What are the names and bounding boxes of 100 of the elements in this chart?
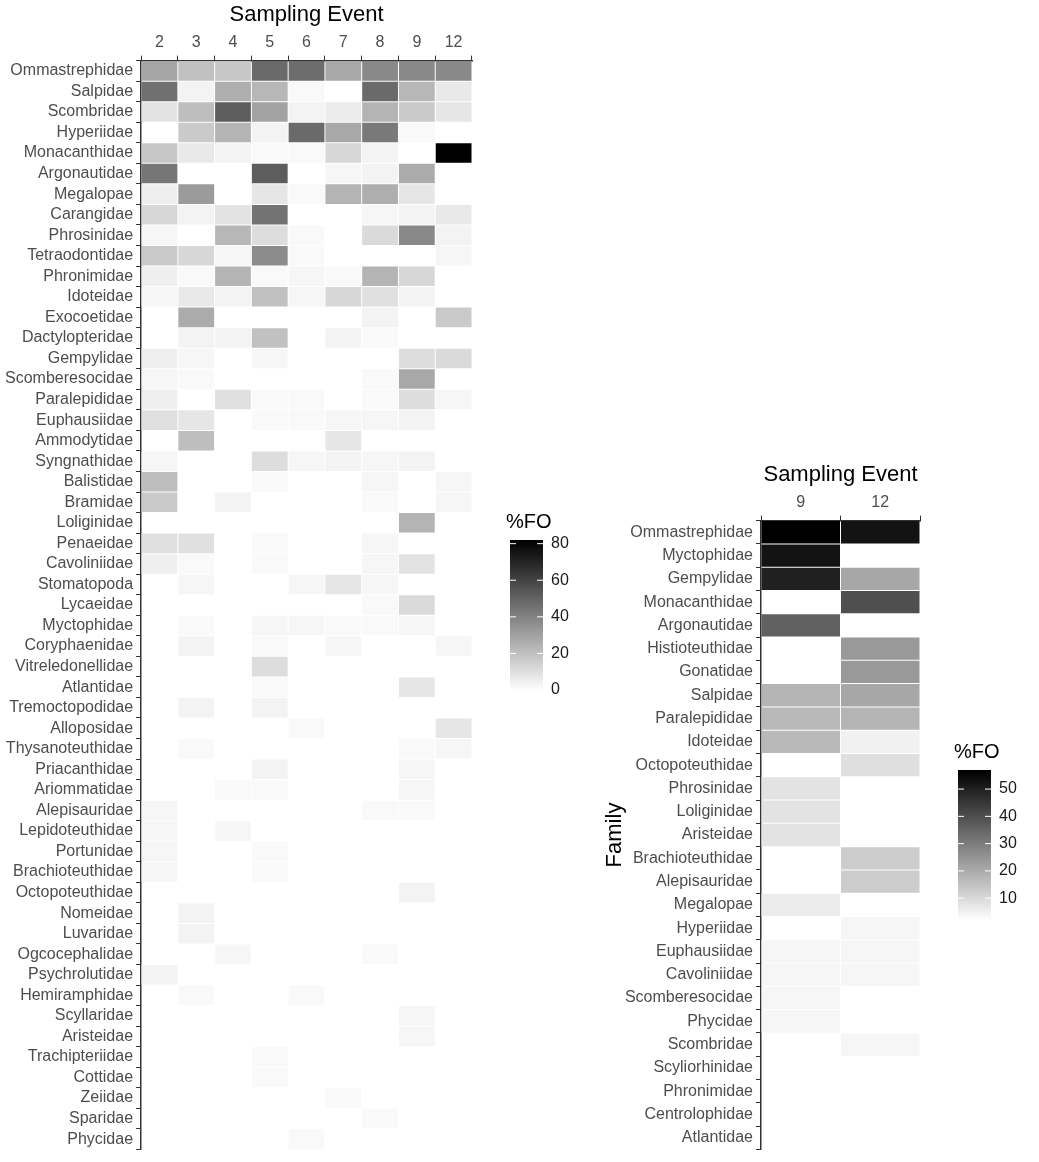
y-tick-label: Penaeidae — [56, 533, 134, 551]
y-tick-label: Luvaridae — [62, 924, 134, 942]
y-tick-label: Idoteidae — [687, 732, 754, 750]
y-tick-label: Histioteuthidae — [647, 639, 754, 657]
y-tick-label: Tetraodontidae — [27, 246, 134, 264]
y-tick-label: Alepisauridae — [656, 871, 754, 889]
y-tick-label: Phycidae — [687, 1011, 754, 1029]
y-tick-label: Cavoliniidae — [665, 965, 754, 983]
y-tick-label: Portunidae — [55, 841, 134, 859]
color-bar-label: 40 — [999, 806, 1017, 824]
y-tick-label: Paralepididae — [655, 708, 754, 726]
y-tick-label: Atlantidae — [681, 1128, 754, 1146]
y-tick-label: Coryphaenidae — [24, 636, 134, 654]
y-tick-label: Balistidae — [63, 472, 134, 490]
y-tick-label: Gempylidae — [47, 348, 134, 366]
color-bar-label: 30 — [999, 834, 1017, 852]
x-tick-label: 9 — [796, 493, 806, 511]
y-tick-label: Alepisauridae — [36, 800, 134, 818]
y-tick-label: Bramidae — [64, 492, 134, 510]
y-tick-label: Idoteidae — [67, 287, 134, 305]
y-tick-label: Zeiidae — [80, 1088, 134, 1106]
y-tick-label: Alloposidae — [50, 718, 134, 736]
color-bar-label: 40 — [551, 607, 569, 625]
y-tick-label: Scombridae — [667, 1035, 754, 1053]
y-tick-label: Argonautidae — [37, 163, 134, 181]
x-tick-label: 4 — [228, 33, 238, 51]
y-tick-label: Brachioteuthidae — [12, 862, 134, 880]
color-bar-label: 50 — [999, 779, 1017, 797]
x-tick-label: 2 — [155, 33, 164, 51]
y-tick-label: Phrosinidae — [668, 778, 754, 796]
y-tick-label: Ommastrephidae — [10, 61, 134, 79]
y-tick-label: Paralepididae — [35, 389, 134, 407]
color-bar-label: 0 — [551, 680, 560, 698]
y-tick-label: Loliginidae — [676, 802, 754, 820]
y-tick-label: Trachipteriidae — [27, 1047, 134, 1065]
y-tick-label: Megalopae — [53, 184, 134, 202]
y-tick-label: Hemiramphidae — [20, 985, 134, 1003]
y-tick-label: Brachioteuthidae — [632, 848, 754, 866]
y-tick-label: Scombridae — [47, 102, 134, 120]
x-tick-label: 3 — [191, 33, 201, 51]
color-bar-label: 10 — [999, 888, 1017, 906]
y-tick-label: Loliginidae — [56, 513, 134, 531]
y-tick-label: Carangidae — [50, 205, 134, 223]
y-tick-label: Ammodytidae — [35, 431, 134, 449]
y-tick-label: Myctophidae — [42, 615, 134, 633]
y-tick-label: Exocoetidae — [45, 307, 134, 325]
y-tick-label: Scomberesocidae — [4, 369, 134, 387]
y-tick-label: Gempylidae — [667, 569, 754, 587]
y-tick-label: Cottidae — [73, 1067, 134, 1085]
x-tick-label: 8 — [375, 33, 385, 51]
y-tick-label: Gonatidae — [679, 662, 754, 680]
y-tick-label: Thysanoteuthidae — [5, 739, 134, 757]
y-tick-label: Lepidoteuthidae — [19, 821, 134, 839]
y-tick-label: Scomberesocidae — [624, 988, 754, 1006]
y-tick-label: Phronimidae — [663, 1081, 754, 1099]
color-bar-label: 80 — [551, 534, 569, 552]
y-tick-label: Ommastrephidae — [630, 522, 754, 540]
y-tick-label: Cavoliniidae — [45, 554, 134, 572]
y-tick-label: Sparidae — [69, 1108, 134, 1126]
y-tick-label: Phronimidae — [43, 266, 134, 284]
y-tick-label: Monacanthidae — [23, 143, 134, 161]
y-tick-label: Phycidae — [67, 1129, 134, 1147]
y-tick-label: Stomatopoda — [37, 574, 134, 592]
y-tick-label: Octopoteuthidae — [635, 755, 754, 773]
color-bar-label: 20 — [999, 861, 1017, 879]
y-tick-label: Lycaeidae — [60, 595, 134, 613]
y-axis-title: Family — [601, 802, 627, 868]
y-tick-label: Vitreledonellidae — [15, 657, 134, 675]
x-tick-label: 6 — [302, 33, 312, 51]
y-tick-label: Euphausiidae — [656, 941, 754, 959]
color-bar-label: 20 — [551, 643, 569, 661]
y-tick-label: Tremoctopodidae — [9, 698, 134, 716]
y-tick-label: Centrolophidae — [644, 1104, 754, 1122]
y-tick-label: Atlantidae — [61, 677, 134, 695]
x-axis-title: Sampling Event — [229, 1, 384, 27]
y-tick-label: Megalopae — [673, 895, 754, 913]
y-tick-label: Syngnathidae — [35, 451, 134, 469]
x-axis-title: Sampling Event — [763, 461, 918, 487]
y-tick-label: Scyliorhinidae — [653, 1058, 754, 1076]
y-tick-label: Salpidae — [70, 81, 134, 99]
y-tick-label: Argonautidae — [657, 615, 754, 633]
x-tick-label: 7 — [338, 33, 348, 51]
y-tick-label: Salpidae — [690, 685, 754, 703]
y-tick-label: Hyperiidae — [56, 122, 134, 140]
y-tick-label: Monacanthidae — [643, 592, 754, 610]
x-tick-label: 5 — [265, 33, 275, 51]
y-tick-label: Aristeidae — [61, 1026, 134, 1044]
x-tick-label: 12 — [871, 493, 890, 511]
x-tick-label: 9 — [412, 33, 422, 51]
y-tick-label: Aristeidae — [681, 825, 754, 843]
y-tick-label: Phrosinidae — [48, 225, 134, 243]
y-tick-label: Dactylopteridae — [21, 328, 134, 346]
y-tick-label: Priacanthidae — [35, 759, 134, 777]
y-tick-label: Psychrolutidae — [28, 965, 134, 983]
y-tick-label: Euphausiidae — [36, 410, 134, 428]
y-tick-label: Hyperiidae — [676, 918, 754, 936]
y-tick-label: Octopoteuthidae — [15, 883, 134, 901]
y-tick-label: Myctophidae — [662, 545, 754, 563]
y-tick-label: Nomeidae — [60, 903, 134, 921]
color-bar-title: %FO — [506, 509, 552, 532]
